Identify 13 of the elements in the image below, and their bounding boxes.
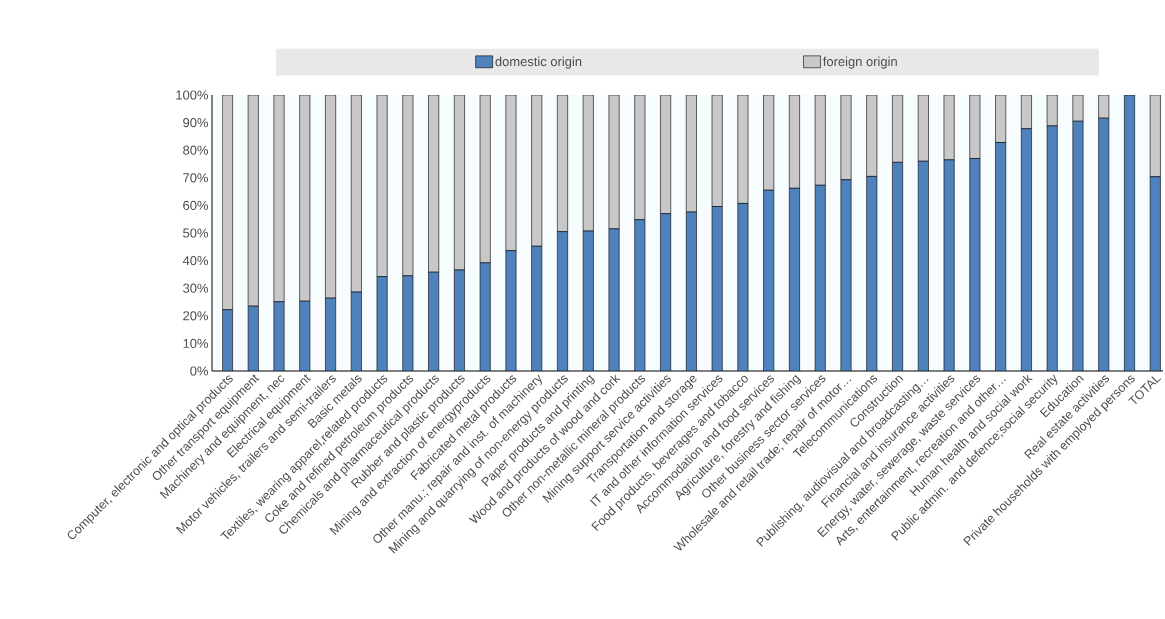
y-tick-label: 30% [183, 283, 209, 293]
y-tick-label: 50% [183, 228, 209, 238]
legend-label: foreign origin [822, 56, 897, 69]
legend-label: domestic origin [495, 56, 582, 69]
y-tick-label: 100% [176, 90, 209, 100]
y-tick-label: 0% [190, 366, 209, 376]
y-tick-label: 60% [183, 200, 209, 210]
y-tick-label: 40% [182, 256, 209, 266]
y-tick-label: 20% [183, 311, 209, 321]
y-tick-label: 80% [183, 145, 209, 155]
y-tick-label: 10% [183, 338, 209, 348]
y-tick-label: 70% [183, 173, 209, 183]
y-tick-label: 90% [183, 118, 209, 128]
